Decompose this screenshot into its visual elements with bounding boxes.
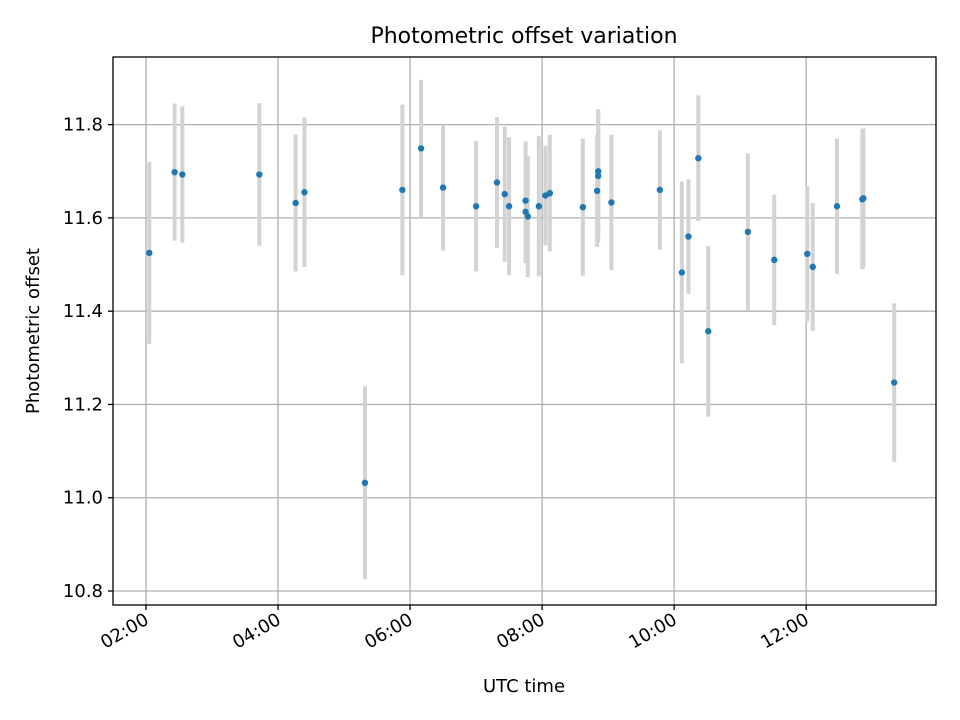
plot-frame [112,56,937,606]
y-tick-label: 10.8 [63,581,103,602]
y-axis-ticks: 10.8 11.0 11.2 11.4 11.6 11.8 [63,115,113,602]
data-point [595,168,602,175]
data-point [595,172,602,180]
data-point [546,189,554,197]
y-tick-label: 11.6 [63,208,103,229]
data-point [417,145,425,152]
data-point [608,199,615,206]
data-point [744,228,752,236]
data-point [146,249,153,257]
data-point [361,479,369,487]
data-point [524,213,532,220]
data-point [705,328,712,335]
y-tick-label: 11.4 [63,301,103,322]
data-point [301,189,308,196]
y-tick-label: 11.8 [63,115,103,136]
data-point [439,184,447,191]
data-point [171,168,178,176]
data-point [535,203,543,210]
data-point [579,203,587,211]
data-point [256,171,263,178]
data-point [505,203,513,210]
data-point [501,190,508,198]
data-point [472,203,480,210]
data-point [399,186,406,194]
y-tick-label: 11.0 [63,488,103,509]
data-points [146,145,898,487]
data-point [804,250,811,258]
data-point [493,179,501,186]
data-point [771,256,778,264]
data-point [678,269,686,276]
y-axis-label: Photometric offset [23,248,44,414]
data-point [833,203,841,210]
data-point [695,155,702,162]
y-tick-label: 11.2 [63,394,103,415]
x-axis-label: UTC time [483,676,565,697]
grid-lines [113,57,936,605]
data-point [292,199,299,207]
chart-title: Photometric offset variation [370,24,677,49]
data-point [522,197,529,204]
data-point [890,379,898,386]
data-point [179,171,186,178]
data-point [656,186,664,194]
data-point [809,263,816,271]
data-point [593,187,601,195]
data-point [685,233,692,240]
data-point [860,195,867,202]
